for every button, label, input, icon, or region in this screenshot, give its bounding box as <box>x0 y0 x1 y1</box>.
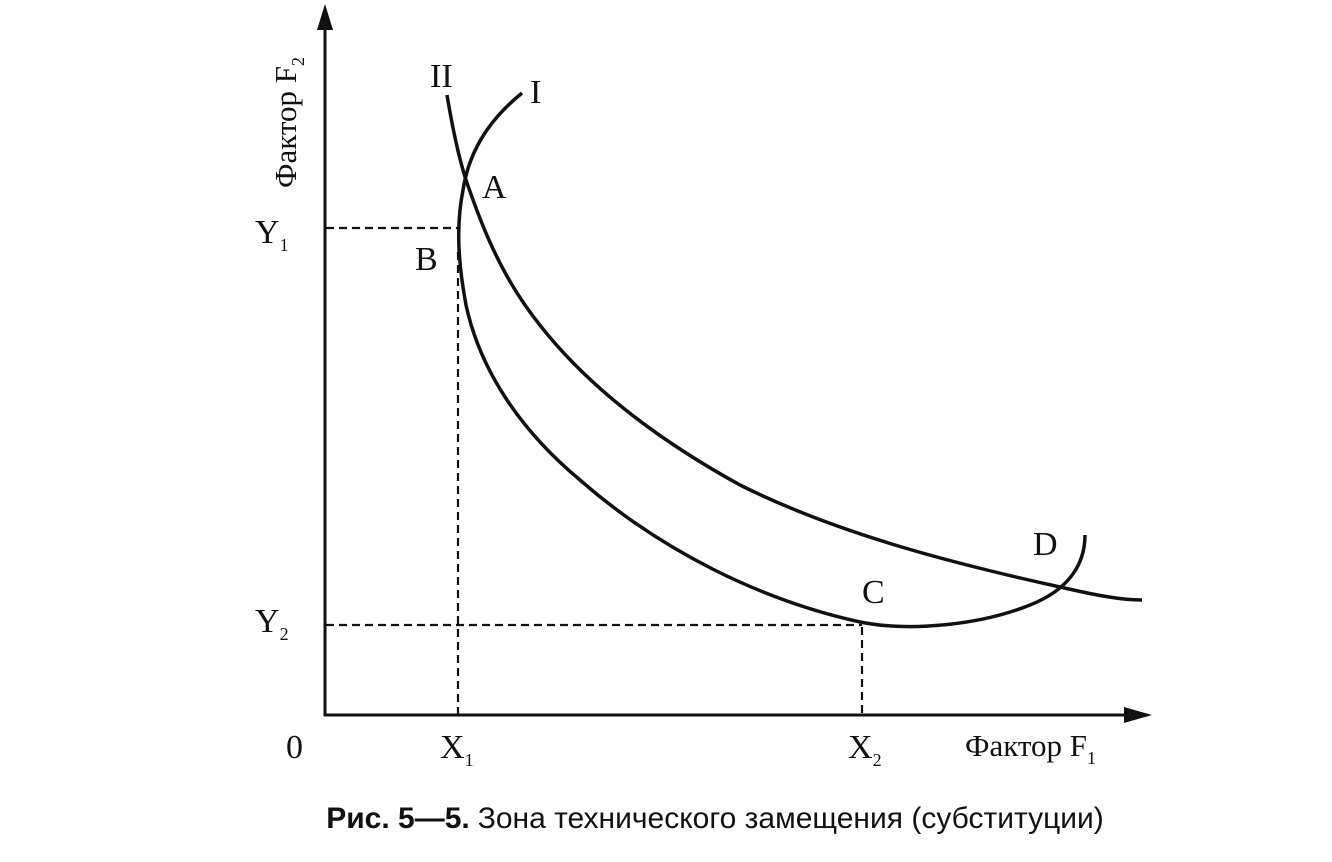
curve-label: II <box>430 58 453 95</box>
x-mark-main: X <box>848 729 873 766</box>
point-label: D <box>1033 526 1058 563</box>
x-axis-label-main: Фактор F <box>965 728 1087 763</box>
curve-ii <box>445 94 1143 602</box>
caption-text: Зона технического замещения (субституции… <box>478 802 1104 835</box>
y-mark-main: Y <box>255 603 280 640</box>
point-label: C <box>862 574 885 611</box>
curve-i <box>457 91 1087 629</box>
origin-label: 0 <box>286 729 303 766</box>
y-mark: Y2 <box>255 603 289 644</box>
x-axis-label-sub: 1 <box>1087 748 1096 768</box>
y-mark-sub: 1 <box>280 235 289 255</box>
caption-number: Рис. 5—5. <box>326 802 470 835</box>
x-mark: X2 <box>848 729 882 770</box>
x-mark-sub: 2 <box>873 750 882 770</box>
y-mark: Y1 <box>255 214 289 255</box>
y-axis-arrow <box>317 4 333 30</box>
x-axis-label: Фактор F1 <box>965 728 1096 768</box>
x-axis-arrow <box>1124 707 1152 723</box>
x-mark-main: X <box>440 729 465 766</box>
y-axis-label-sub: 2 <box>288 57 308 66</box>
y-mark-main: Y <box>255 214 280 251</box>
curve-label: I <box>530 74 541 111</box>
y-axis-label: Фактор F2 <box>268 57 308 188</box>
y-mark-sub: 2 <box>280 624 289 644</box>
point-label: A <box>482 169 507 206</box>
y-axis-label-main: Фактор F <box>268 66 303 188</box>
point-label: B <box>415 241 438 278</box>
x-mark: X1 <box>440 729 474 770</box>
caption: Рис. 5—5. Зона технического замещения (су… <box>326 802 1104 835</box>
x-mark-sub: 1 <box>465 750 474 770</box>
